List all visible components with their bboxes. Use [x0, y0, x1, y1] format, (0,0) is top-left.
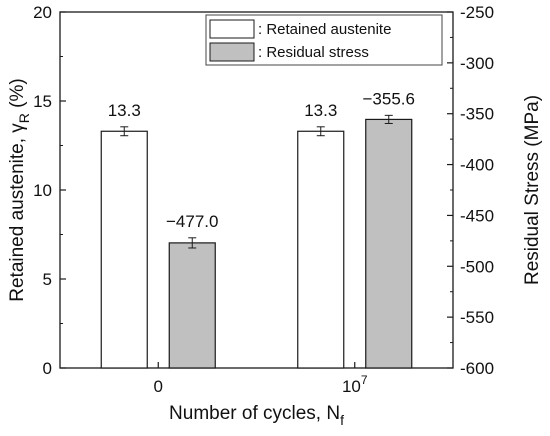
x-tick-label: 107	[342, 373, 368, 396]
bar-retained-austenite-0	[100, 130, 148, 369]
x-tick-label-exponent: 7	[361, 373, 368, 387]
left-y-axis: 0 5 10 15 20 Retained austenite, γR (%)	[7, 3, 66, 378]
bar-retained-austenite-1	[297, 130, 345, 369]
right-y-axis: -600 -550 -500 -450 -400 -350 -300 -250 Residual…	[447, 3, 543, 378]
data-label: 13.3	[304, 101, 337, 120]
x-axis-title: Number of cycles, Nf	[169, 403, 344, 428]
left-tick-label: 0	[43, 359, 52, 378]
left-tick-label: 20	[33, 3, 52, 22]
right-tick-label: -350	[460, 105, 494, 124]
left-axis-title-subscript: R	[16, 113, 32, 123]
left-axis-title: Retained austenite, γR (%)	[7, 78, 32, 301]
legend-label: : Residual stress	[258, 44, 369, 61]
bar-residual-stress-1	[365, 118, 413, 369]
x-axis-title-text: Number of cycles, N	[169, 403, 340, 424]
data-label: −355.6	[363, 89, 415, 108]
left-axis-title-text: Retained austenite, γ	[7, 123, 28, 302]
right-tick-label: -250	[460, 3, 494, 22]
x-tick-label-base: 0	[154, 377, 163, 396]
legend: : Retained austenite : Residual stress	[205, 14, 443, 66]
left-tick-label: 10	[33, 181, 52, 200]
bars: 13.3 −477.0 13.3 −355.6	[100, 89, 415, 369]
legend-swatch	[209, 42, 255, 62]
left-tick-label: 5	[43, 270, 52, 289]
right-tick-label: -300	[460, 54, 494, 73]
x-tick-label: 0	[154, 377, 163, 396]
legend-label: : Retained austenite	[258, 21, 391, 38]
right-axis-title: Residual Stress (MPa)	[522, 95, 543, 285]
bar-residual-stress-0	[168, 242, 216, 369]
left-axis-title-unit: (%)	[7, 78, 28, 113]
right-tick-label: -400	[460, 156, 494, 175]
x-tick-label-base: 10	[342, 377, 361, 396]
left-tick-label: 15	[33, 92, 52, 111]
x-axis-title-subscript: f	[340, 412, 344, 428]
right-tick-label: -600	[460, 359, 494, 378]
data-label: 13.3	[108, 101, 141, 120]
right-tick-label: -500	[460, 257, 494, 276]
data-label: −477.0	[166, 212, 218, 231]
right-tick-label: -450	[460, 206, 494, 225]
right-tick-label: -550	[460, 308, 494, 327]
legend-swatch	[209, 19, 255, 39]
